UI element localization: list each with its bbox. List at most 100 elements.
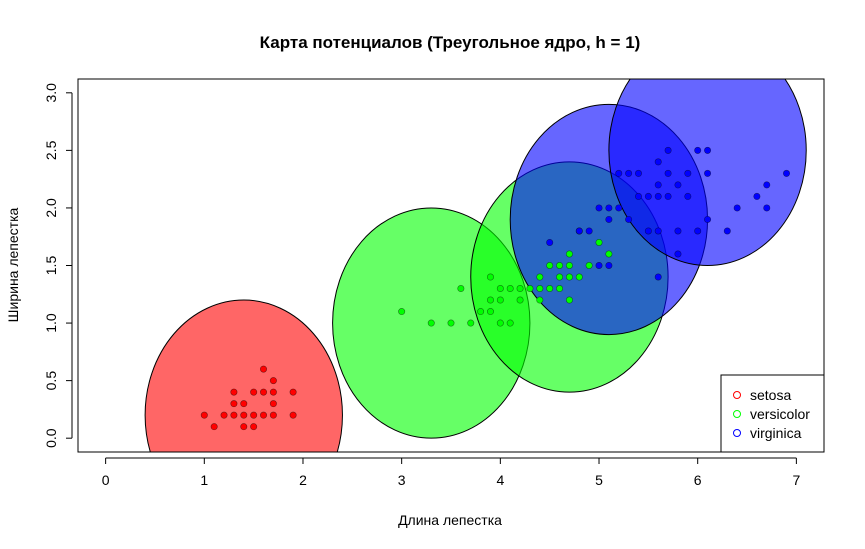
y-axis-label: Ширина лепестка: [5, 207, 21, 322]
point-versicolor-9: [496, 319, 504, 327]
y-tick-label-0: 0.0: [43, 428, 59, 448]
x-tick-label-7: 7: [792, 472, 800, 488]
point-versicolor-16: [526, 285, 534, 293]
point-setosa-18: [269, 377, 277, 385]
legend-label-virginica: virginica: [750, 425, 802, 441]
point-versicolor-17: [536, 296, 544, 304]
point-versicolor-5: [477, 308, 485, 316]
point-versicolor-27: [565, 261, 573, 269]
point-setosa-10: [250, 411, 258, 419]
x-tick-label-0: 0: [102, 472, 110, 488]
y-tick-label-1: 0.5: [43, 371, 59, 391]
point-setosa-1: [210, 423, 218, 431]
x-tick-label-5: 5: [595, 472, 603, 488]
point-virginica-22: [664, 169, 672, 177]
point-virginica-33: [704, 146, 712, 154]
point-virginica-0: [546, 238, 554, 246]
point-versicolor-10: [496, 296, 504, 304]
point-setosa-14: [260, 365, 268, 373]
legend: setosa versicolor virginica: [720, 374, 825, 453]
point-setosa-11: [250, 388, 258, 396]
point-versicolor-29: [575, 273, 583, 281]
legend-label-setosa: setosa: [750, 387, 791, 403]
data-points: [200, 146, 791, 431]
legend-marker-virginica: [733, 429, 741, 437]
point-versicolor-18: [536, 285, 544, 293]
point-setosa-5: [230, 388, 238, 396]
point-virginica-13: [634, 169, 642, 177]
point-virginica-21: [664, 192, 672, 200]
x-tick-label-6: 6: [694, 472, 702, 488]
point-setosa-7: [240, 411, 248, 419]
point-versicolor-4: [467, 319, 475, 327]
point-setosa-13: [260, 388, 268, 396]
point-virginica-32: [704, 169, 712, 177]
point-versicolor-22: [556, 285, 564, 293]
point-virginica-1: [575, 227, 583, 235]
x-tick-label-4: 4: [496, 472, 504, 488]
point-virginica-35: [733, 204, 741, 212]
point-setosa-9: [250, 423, 258, 431]
point-virginica-15: [644, 192, 652, 200]
point-versicolor-19: [536, 273, 544, 281]
point-versicolor-26: [565, 273, 573, 281]
point-versicolor-12: [506, 319, 514, 327]
point-versicolor-2: [447, 319, 455, 327]
legend-marker-versicolor: [733, 410, 741, 418]
legend-label-versicolor: versicolor: [750, 406, 810, 422]
x-axis-label: Длина лепестка: [398, 512, 502, 528]
y-tick-label-5: 2.5: [43, 140, 59, 160]
point-virginica-23: [664, 146, 672, 154]
point-versicolor-23: [556, 273, 564, 281]
point-setosa-17: [269, 388, 277, 396]
point-setosa-0: [200, 411, 208, 419]
point-virginica-20: [654, 158, 662, 166]
point-virginica-11: [625, 169, 633, 177]
point-versicolor-32: [595, 238, 603, 246]
chart-title: Карта потенциалов (Треугольное ядро, h =…: [260, 33, 641, 52]
point-virginica-4: [595, 204, 603, 212]
point-virginica-36: [753, 192, 761, 200]
point-versicolor-24: [556, 261, 564, 269]
point-virginica-38: [763, 181, 771, 189]
point-virginica-5: [605, 261, 613, 269]
point-virginica-16: [654, 273, 662, 281]
point-versicolor-21: [546, 261, 554, 269]
point-versicolor-13: [506, 285, 514, 293]
point-virginica-9: [615, 169, 623, 177]
point-virginica-2: [585, 227, 593, 235]
point-versicolor-11: [496, 285, 504, 293]
point-setosa-20: [289, 388, 297, 396]
point-versicolor-20: [546, 285, 554, 293]
point-versicolor-15: [516, 285, 524, 293]
x-tick-label-2: 2: [299, 472, 307, 488]
point-setosa-6: [240, 423, 248, 431]
point-virginica-7: [605, 204, 613, 212]
plot-frame: [77, 78, 825, 453]
point-setosa-4: [230, 400, 238, 408]
point-setosa-15: [269, 411, 277, 419]
y-tick-label-2: 1.0: [43, 313, 59, 333]
y-tick-label-3: 1.5: [43, 256, 59, 276]
point-virginica-18: [654, 192, 662, 200]
point-virginica-24: [674, 250, 682, 258]
point-versicolor-7: [486, 296, 494, 304]
x-axis: 0 1 2 3 4 5 6 7: [102, 457, 800, 488]
point-virginica-30: [694, 146, 702, 154]
point-virginica-6: [605, 215, 613, 223]
point-virginica-17: [654, 227, 662, 235]
point-versicolor-14: [516, 296, 524, 304]
point-setosa-2: [220, 411, 228, 419]
point-virginica-29: [694, 227, 702, 235]
point-virginica-27: [684, 192, 692, 200]
point-virginica-14: [644, 227, 652, 235]
x-tick-label-1: 1: [200, 472, 208, 488]
point-versicolor-28: [565, 250, 573, 258]
point-virginica-39: [783, 169, 791, 177]
point-virginica-8: [615, 204, 623, 212]
point-virginica-31: [704, 215, 712, 223]
point-virginica-26: [674, 181, 682, 189]
point-versicolor-3: [457, 285, 465, 293]
point-setosa-12: [260, 411, 268, 419]
